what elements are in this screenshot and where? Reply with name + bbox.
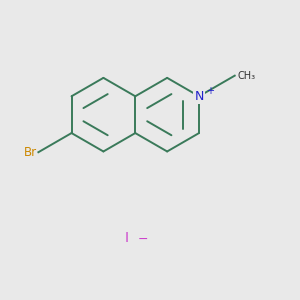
Text: I: I: [124, 231, 128, 245]
Text: Br: Br: [24, 146, 38, 159]
Text: N: N: [194, 90, 204, 103]
Text: −: −: [137, 233, 148, 246]
Text: +: +: [206, 86, 214, 96]
Text: CH₃: CH₃: [237, 71, 255, 81]
